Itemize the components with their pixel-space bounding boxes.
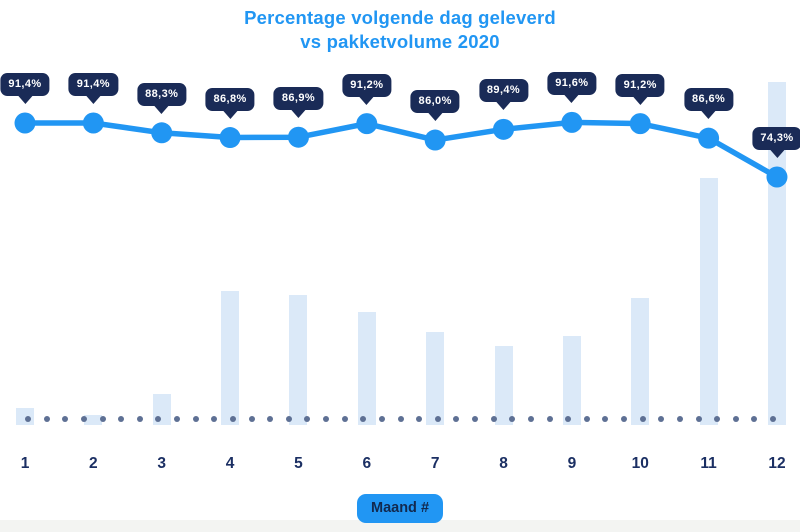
data-point-month-11[interactable] bbox=[698, 127, 720, 149]
value-badge-month-3: 88,3% bbox=[137, 82, 187, 106]
data-point-month-2[interactable] bbox=[82, 112, 104, 134]
volume-bar-month-4[interactable] bbox=[221, 291, 240, 425]
data-point-month-12[interactable] bbox=[766, 166, 788, 188]
baseline-dot bbox=[285, 416, 292, 422]
baseline-dot bbox=[639, 416, 646, 422]
baseline-dot bbox=[546, 416, 553, 422]
baseline-dot bbox=[658, 416, 665, 422]
baseline-dot bbox=[118, 416, 125, 422]
baseline-dot bbox=[378, 416, 385, 422]
chart-title-line2: vs pakketvolume 2020 bbox=[300, 31, 500, 52]
baseline-dot bbox=[676, 416, 683, 422]
value-badge-month-11: 86,6% bbox=[683, 88, 734, 112]
value-badge-month-4: 86,8% bbox=[205, 87, 255, 111]
value-badge-month-2: 91,4% bbox=[68, 73, 118, 96]
baseline-dot bbox=[229, 416, 236, 422]
baseline-dot bbox=[136, 416, 143, 422]
value-badge-month-7: 86,0% bbox=[410, 90, 460, 114]
chart-title: Percentage volgende dag geleverd vs pakk… bbox=[0, 6, 800, 54]
baseline-dot bbox=[565, 416, 572, 422]
value-badge-month-12: 74,3% bbox=[752, 127, 800, 150]
data-point-month-8[interactable] bbox=[493, 118, 515, 140]
value-badge-month-5: 86,9% bbox=[273, 87, 324, 111]
baseline-dot bbox=[602, 416, 609, 422]
baseline-dot bbox=[323, 416, 329, 422]
value-badge-month-9: 91,6% bbox=[547, 72, 597, 96]
baseline-dot bbox=[80, 416, 87, 422]
value-badge-month-10: 91,2% bbox=[615, 73, 665, 97]
chart-title-line1: Percentage volgende dag geleverd bbox=[244, 7, 556, 28]
x-axis-label-month-11: 11 bbox=[700, 455, 717, 472]
volume-bar-month-2[interactable] bbox=[84, 414, 103, 425]
baseline-dot bbox=[416, 416, 423, 422]
value-badge-month-6: 91,2% bbox=[342, 73, 392, 97]
x-axis-label-month-8: 8 bbox=[499, 455, 508, 472]
x-axis-label-month-5: 5 bbox=[294, 455, 303, 472]
volume-bar-month-9[interactable] bbox=[562, 335, 581, 425]
baseline-dot bbox=[583, 416, 590, 422]
volume-bar-month-11[interactable] bbox=[699, 178, 718, 425]
data-point-month-5[interactable] bbox=[287, 126, 309, 148]
baseline-dot bbox=[62, 416, 69, 422]
volume-bar-month-10[interactable] bbox=[631, 298, 650, 425]
baseline-dot bbox=[155, 416, 162, 422]
baseline-dot bbox=[304, 416, 311, 422]
baseline-dot bbox=[43, 416, 50, 422]
baseline-dot bbox=[714, 416, 721, 422]
delivery-percentage-line bbox=[22, 119, 780, 180]
baseline-dot bbox=[174, 416, 180, 422]
baseline-dot bbox=[621, 416, 627, 422]
baseline-dot bbox=[509, 416, 516, 422]
baseline-dot bbox=[434, 416, 441, 422]
baseline-dot bbox=[751, 416, 758, 422]
baseline-dot bbox=[472, 416, 478, 422]
baseline-dot bbox=[360, 416, 367, 422]
baseline-dot bbox=[192, 416, 199, 422]
volume-bar-month-7[interactable] bbox=[426, 332, 445, 425]
x-axis-label-month-6: 6 bbox=[362, 455, 372, 472]
volume-bar-month-8[interactable] bbox=[494, 346, 513, 425]
value-badge-month-1: 91,4% bbox=[0, 73, 50, 96]
baseline-dot bbox=[397, 416, 404, 422]
x-axis-title-chip: Maand # bbox=[356, 494, 444, 523]
x-axis-label-month-3: 3 bbox=[157, 455, 167, 472]
baseline-dot bbox=[267, 416, 274, 422]
data-point-month-10[interactable] bbox=[629, 113, 651, 135]
x-axis-label-month-12: 12 bbox=[768, 455, 786, 472]
data-point-month-6[interactable] bbox=[356, 113, 378, 135]
x-axis-label-month-1: 1 bbox=[20, 455, 30, 472]
x-axis-label-month-9: 9 bbox=[567, 455, 577, 472]
baseline-dot bbox=[527, 416, 534, 422]
data-point-month-1[interactable] bbox=[14, 112, 36, 134]
baseline-dot bbox=[453, 416, 460, 422]
baseline-dot bbox=[25, 416, 31, 422]
value-badge-month-8: 89,4% bbox=[478, 79, 529, 103]
baseline-dot bbox=[211, 416, 218, 422]
x-axis-label-month-10: 10 bbox=[631, 455, 649, 472]
x-axis-label-month-7: 7 bbox=[430, 455, 440, 472]
baseline-dot bbox=[732, 416, 739, 422]
bottom-strip bbox=[0, 520, 800, 532]
baseline-dot bbox=[248, 416, 255, 422]
baseline-dot bbox=[490, 416, 497, 422]
baseline-dot bbox=[341, 416, 348, 422]
baseline-dot bbox=[695, 416, 702, 422]
baseline-dot bbox=[99, 416, 106, 422]
x-axis-label-month-2: 2 bbox=[89, 455, 98, 472]
volume-bar-month-6[interactable] bbox=[357, 311, 376, 425]
x-axis-label-month-4: 4 bbox=[225, 455, 235, 472]
data-point-month-3[interactable] bbox=[151, 122, 173, 144]
data-point-month-9[interactable] bbox=[561, 111, 583, 133]
volume-bar-month-5[interactable] bbox=[289, 294, 308, 425]
data-point-month-7[interactable] bbox=[424, 129, 446, 151]
data-point-month-4[interactable] bbox=[219, 127, 241, 149]
baseline-dot bbox=[770, 416, 776, 422]
